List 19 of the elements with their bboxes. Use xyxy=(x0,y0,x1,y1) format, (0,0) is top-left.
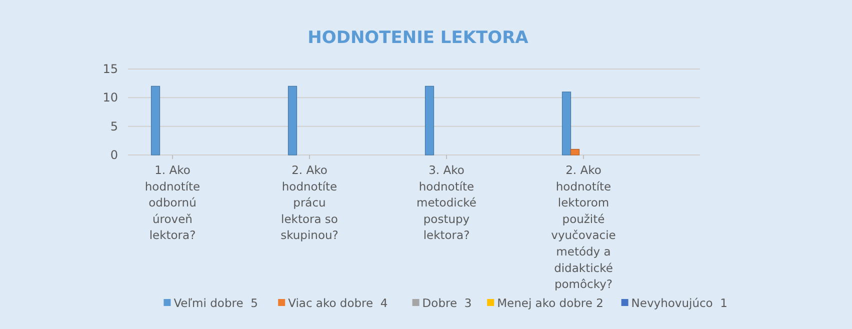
y-tick-label: 0 xyxy=(110,148,118,162)
legend-label: Nevyhovujúco 1 xyxy=(631,296,728,310)
bar xyxy=(288,86,298,156)
x-tick-label: 3. Ako hodnotíte metodické postupy lektora? xyxy=(416,163,476,242)
x-tick-label: 2. Ako hodnotíte prácu lektora so skupinou? xyxy=(280,163,338,242)
y-tick-label: 15 xyxy=(102,62,118,76)
x-tick-label: 2. Ako hodnotíte lektorom použité vyučovacie metódy a didaktické pomôcky? xyxy=(551,163,616,292)
bar xyxy=(424,86,434,156)
x-tick-label: 1. Ako hodnotíte odbornú úroveň lektora? xyxy=(144,163,200,242)
legend-label: Dobre 3 xyxy=(422,296,472,310)
bar xyxy=(562,92,572,156)
y-tick-label: 10 xyxy=(102,90,118,105)
bar xyxy=(570,148,580,156)
legend-label: Viac ako dobre 4 xyxy=(288,296,388,310)
legend-label: Menej ako dobre 2 xyxy=(497,296,604,310)
y-tick-label: 5 xyxy=(110,119,118,134)
legend-label: Veľmi dobre 5 xyxy=(174,296,258,310)
bar xyxy=(150,86,160,156)
chart-title: HODNOTENIE LEKTORA xyxy=(308,28,530,48)
